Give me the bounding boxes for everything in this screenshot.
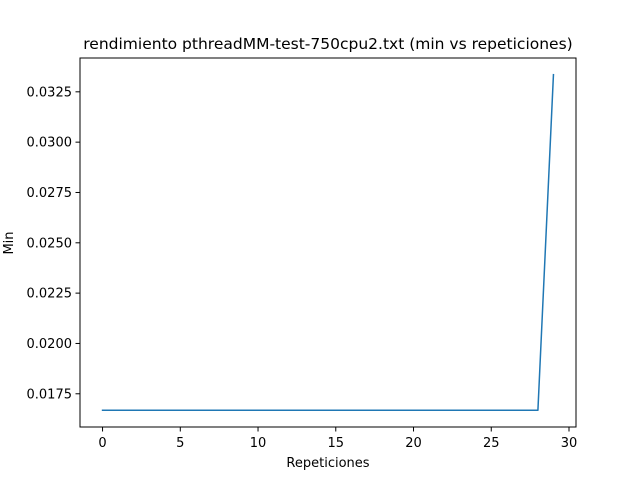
data-point <box>164 410 166 412</box>
data-point <box>273 410 275 412</box>
data-point <box>117 410 119 412</box>
data-point <box>335 410 337 412</box>
chart-title: rendimiento pthreadMM-test-750cpu2.txt (… <box>83 35 572 53</box>
y-tick-label: 0.0275 <box>27 186 73 201</box>
series-layer <box>101 73 555 412</box>
y-axis-label: Min <box>2 231 17 254</box>
x-tick-label: 15 <box>328 436 345 451</box>
data-point <box>522 410 524 412</box>
plot-area: 0 5 10 15 20 25 30 0.01750.02000.02250.02500.0… <box>27 57 577 451</box>
y-tick-label: 0.0225 <box>27 287 73 302</box>
data-point <box>304 410 306 412</box>
y-axis: 0.0175 0.0200 0.0225 0.0250 0.0275 0.0300 0.03… <box>27 85 80 402</box>
y-tick-label: 0.0175 <box>27 387 73 402</box>
x-tick-label: 5 <box>176 436 184 451</box>
x-axis: 0 5 10 15 20 25 30 <box>98 427 577 451</box>
data-point <box>413 410 415 412</box>
data-point <box>444 410 446 412</box>
x-tick-label: 0 <box>98 436 106 451</box>
y-tick-label: 0.0325 <box>27 85 73 100</box>
data-point <box>102 410 104 412</box>
y-tick-label: 0.0300 <box>27 136 73 151</box>
data-point <box>382 410 384 412</box>
data-point <box>537 410 539 412</box>
data-point <box>257 410 259 412</box>
data-point <box>242 410 244 412</box>
data-point <box>475 410 477 412</box>
data-point <box>288 410 290 412</box>
data-point <box>351 410 353 412</box>
data-point <box>491 410 493 412</box>
series-line-0 <box>101 73 555 412</box>
y-tick-label: 0.0250 <box>27 236 73 251</box>
data-point <box>211 410 213 412</box>
data-point <box>180 410 182 412</box>
data-point <box>319 410 321 412</box>
y-tick-label: 0.0200 <box>27 337 73 352</box>
data-point <box>428 410 430 412</box>
data-point <box>226 410 228 412</box>
data-point <box>148 410 150 412</box>
data-point <box>133 410 135 412</box>
x-tick-label: 30 <box>561 436 578 451</box>
data-point <box>553 74 555 76</box>
x-tick-label: 10 <box>250 436 267 451</box>
x-tick-label: 20 <box>405 436 422 451</box>
x-tick-label: 25 <box>483 436 500 451</box>
x-axis-label: Repeticiones <box>286 456 369 471</box>
data-point <box>195 410 197 412</box>
data-point <box>459 410 461 412</box>
data-point <box>506 410 508 412</box>
data-point <box>397 410 399 412</box>
data-point <box>366 410 368 412</box>
plot-frame <box>79 57 577 428</box>
